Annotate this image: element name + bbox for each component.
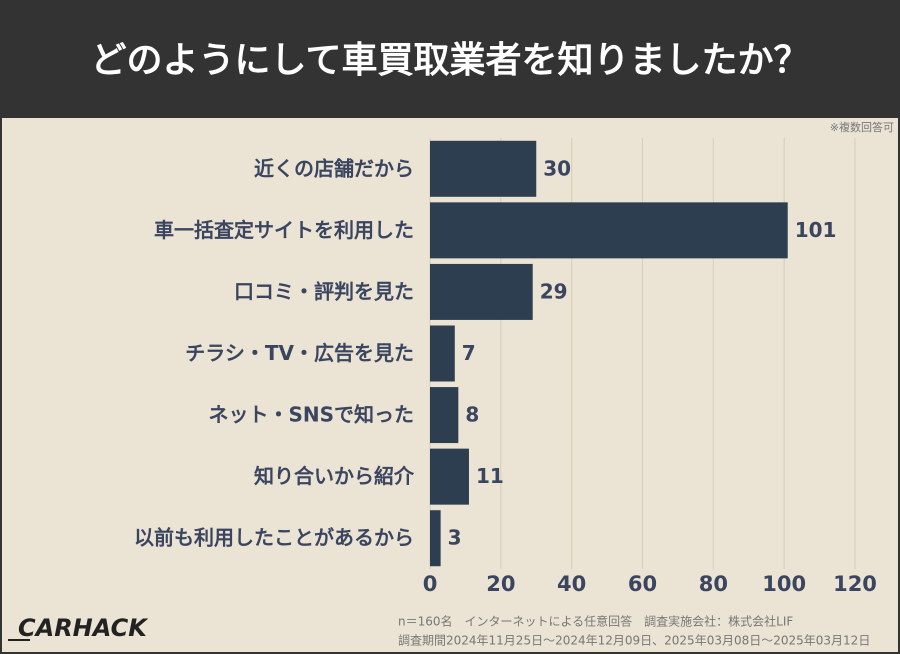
- value-label: 29: [540, 279, 568, 303]
- header: [0, 0, 900, 118]
- footnote: n＝160名 インターネットによる任意回答 調査実施会社：株式会社LIF: [398, 614, 793, 629]
- y-tick-label: チラシ・TV・広告を見た: [185, 341, 414, 365]
- bar: [430, 325, 455, 382]
- bar: [430, 387, 459, 444]
- x-tick-label: 80: [699, 572, 728, 596]
- x-tick-label: 40: [557, 572, 586, 596]
- logo: CARHACK: [18, 614, 149, 642]
- bar: [430, 140, 537, 197]
- bar: [430, 263, 533, 320]
- y-tick-label: 口コミ・評判を見た: [234, 279, 414, 303]
- bar: [430, 202, 788, 259]
- x-tick-label: 120: [833, 572, 877, 596]
- bar: [430, 448, 469, 505]
- value-label: 101: [795, 218, 837, 242]
- y-tick-label: 以前も利用したことがあるから: [134, 526, 414, 550]
- value-label: 11: [476, 464, 504, 488]
- x-tick-label: 0: [423, 572, 438, 596]
- y-tick-label: 車一括査定サイトを利用した: [154, 218, 414, 242]
- value-label: 30: [543, 156, 571, 180]
- x-tick-label: 60: [628, 572, 657, 596]
- bar: [430, 510, 441, 567]
- y-tick-label: 知り合いから紹介: [254, 464, 415, 488]
- x-tick-label: 100: [762, 572, 806, 596]
- x-tick-label: 20: [486, 572, 515, 596]
- value-label: 3: [448, 526, 462, 550]
- value-label: 8: [465, 403, 479, 427]
- chart-title: どのようにして車買取業者を知りましたか？: [91, 40, 810, 81]
- y-tick-label: 近くの店舗だから: [254, 156, 414, 180]
- footnote: 調査期間2024年11月25日～2024年12月09日、2025年03月08日～…: [398, 634, 870, 648]
- value-label: 7: [462, 341, 476, 365]
- annotation: ※複数回答可: [830, 120, 894, 134]
- y-tick-label: ネット・SNSで知った: [208, 403, 414, 427]
